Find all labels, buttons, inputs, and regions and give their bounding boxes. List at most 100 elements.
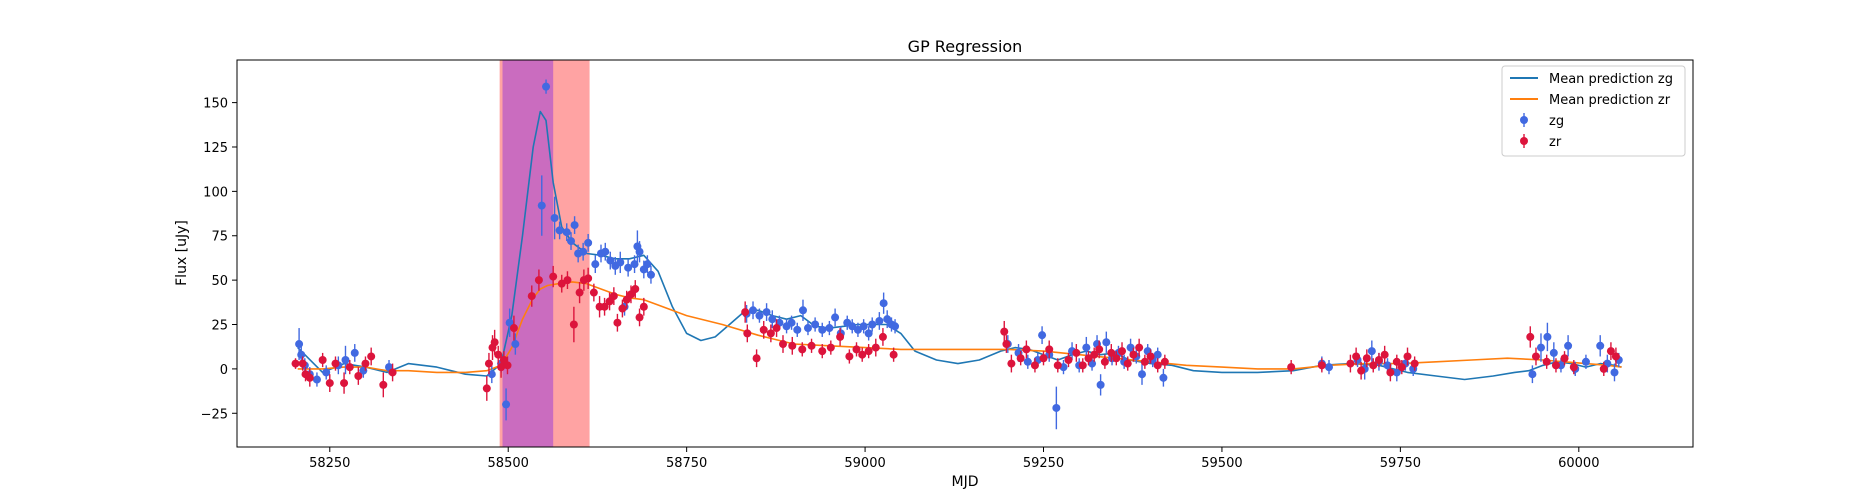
zr-data-point	[1072, 348, 1081, 357]
zr-data-point	[1357, 366, 1366, 375]
zr-data-point	[845, 352, 854, 361]
zr-data-point	[1531, 352, 1540, 361]
y-tick-label: 50	[211, 274, 228, 289]
zr-data-point	[379, 380, 388, 389]
zr-data-point	[631, 285, 640, 294]
zr-data-point	[1352, 352, 1361, 361]
zg-data-point	[1102, 338, 1111, 347]
zg-data-point	[1052, 403, 1061, 412]
zr-data-point	[622, 295, 631, 304]
zg-data-point	[1536, 343, 1545, 352]
zr-data-point	[871, 343, 880, 352]
zg-data-point	[879, 299, 888, 308]
zr-data-point	[494, 350, 503, 359]
zr-data-point	[388, 368, 397, 377]
zg-data-point	[1528, 370, 1537, 379]
zg-data-point	[502, 400, 511, 409]
zr-data-point	[1123, 359, 1132, 368]
zg-data-point	[579, 247, 588, 256]
zr-data-point	[1053, 361, 1062, 370]
zr-data-point	[527, 292, 536, 301]
zr-data-point	[1362, 354, 1371, 363]
zr-data-point	[1397, 363, 1406, 372]
zg-data-point	[793, 325, 802, 334]
zg-data-point	[312, 375, 321, 384]
zr-data-point	[766, 329, 775, 338]
zr-data-point	[1346, 359, 1355, 368]
zr-data-point	[852, 345, 861, 354]
zr-data-point	[340, 379, 349, 388]
zg-data-point	[864, 329, 873, 338]
zr-data-point	[1129, 350, 1138, 359]
legend-label: zr	[1549, 135, 1562, 150]
zr-data-point	[1045, 345, 1054, 354]
zg-data-point	[868, 320, 877, 329]
zg-data-point	[591, 260, 600, 269]
zg-data-point	[487, 370, 496, 379]
zr-data-point	[1016, 354, 1025, 363]
zr-data-point	[878, 332, 887, 341]
zg-data-point	[584, 238, 593, 247]
zg-data-point	[1549, 348, 1558, 357]
x-tick-label: 59750	[1380, 456, 1421, 471]
zr-data-point	[1369, 361, 1378, 370]
zr-data-point	[534, 276, 543, 285]
zg-data-point	[550, 213, 559, 222]
zr-data-point	[1007, 359, 1016, 368]
zg-data-point	[768, 315, 777, 324]
x-tick-label: 59500	[1201, 456, 1242, 471]
axes-frame	[236, 59, 1694, 448]
mean-prediction-zr-line	[297, 281, 1622, 374]
zr-data-point	[1084, 354, 1093, 363]
y-axis-label: Flux [uJy]	[174, 220, 190, 286]
zr-data-point	[1100, 357, 1109, 366]
zg-data-point	[630, 260, 639, 269]
zg-data-point	[624, 263, 633, 272]
y-tick-label: 0	[220, 363, 228, 378]
zr-data-point	[509, 324, 518, 333]
x-tick-label: 59000	[844, 456, 885, 471]
plot-area	[291, 60, 1623, 447]
y-axis-ticks: −25 0 25 50 75 100 125 150	[201, 97, 237, 422]
legend-label: zg	[1549, 114, 1564, 129]
zr-data-point	[826, 343, 835, 352]
zg-data-point	[853, 325, 862, 334]
zg-data-point	[787, 318, 796, 327]
y-tick-label: 150	[203, 97, 228, 112]
zr-data-point	[613, 318, 622, 327]
zr-data-point	[1317, 361, 1326, 370]
zg-data-point	[1392, 368, 1401, 377]
zr-data-point	[1112, 354, 1121, 363]
zr-data-point	[609, 292, 618, 301]
zr-data-point	[818, 347, 827, 356]
zg-data-point	[1367, 347, 1376, 356]
zr-data-point	[741, 308, 750, 317]
x-tick-label: 58500	[488, 456, 529, 471]
zg-data-point	[883, 315, 892, 324]
zg-data-point	[542, 82, 551, 91]
legend-swatch-marker	[1520, 137, 1528, 145]
zg-data-point	[606, 256, 615, 265]
zr-data-point	[1030, 361, 1039, 370]
zr-data-point	[1526, 332, 1535, 341]
zr-data-point	[1606, 347, 1615, 356]
y-tick-label: 100	[203, 185, 228, 200]
zg-data-point	[831, 313, 840, 322]
zr-data-point	[298, 359, 307, 368]
zr-data-point	[497, 363, 506, 372]
zg-data-point	[570, 221, 579, 230]
y-tick-label: 75	[211, 230, 228, 245]
zg-data-point	[322, 368, 331, 377]
zr-data-point	[1135, 343, 1144, 352]
zr-data-point	[367, 352, 376, 361]
zr-data-point	[291, 359, 300, 368]
legend-box	[1501, 65, 1686, 157]
shaded-region-zg	[502, 60, 554, 447]
zr-data-point	[589, 288, 598, 297]
zg-data-point	[891, 322, 900, 331]
zr-data-point	[1146, 352, 1155, 361]
y-tick-label: 25	[211, 319, 228, 334]
zr-data-point	[779, 340, 787, 349]
zr-data-point	[1380, 350, 1389, 359]
